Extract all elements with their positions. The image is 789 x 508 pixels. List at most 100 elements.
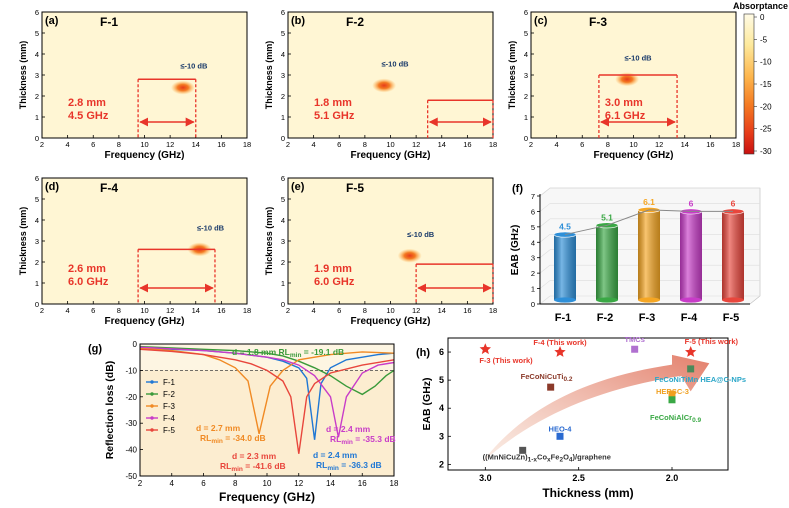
x-tick-label: 2.0 (666, 473, 679, 483)
scatter-point-star (685, 346, 697, 357)
rl-annotation: RLmin = -34.0 dB (200, 433, 266, 445)
x-tick-label: F-1 (555, 312, 572, 324)
y-tick-label: 1 (35, 279, 39, 288)
scatter-point-label: F-4 (This work) (533, 338, 587, 347)
bar-shading (680, 211, 702, 300)
x-tick-label: 2 (138, 479, 143, 488)
x-tick-label: 14 (326, 479, 335, 488)
bandwidth-label: 6.0 GHz (314, 276, 355, 288)
y-tick-label: 0 (281, 300, 285, 309)
bar-base (596, 297, 618, 303)
x-tick-label: F-4 (681, 312, 698, 324)
sample-name: F-3 (589, 15, 607, 29)
contour-threshold-label: ≤-10 dB (625, 53, 653, 62)
y-tick-label: -50 (125, 472, 137, 481)
y-tick-label: 4 (524, 50, 528, 59)
panel-label: (d) (45, 181, 59, 193)
y-tick-label: 3 (439, 431, 444, 441)
y-tick-label: 7 (531, 192, 535, 201)
scatter-point-square (687, 365, 695, 373)
y-tick-label: 2 (281, 92, 285, 101)
heatmap-background (42, 178, 247, 304)
x-tick-label: 12 (166, 140, 174, 149)
y-tick-label: -10 (125, 366, 137, 375)
x-tick-label: 10 (140, 140, 148, 149)
x-axis-label: Frequency (GHz) (104, 316, 184, 327)
rl-series-f-5 (139, 348, 395, 454)
x-tick-label: 14 (438, 140, 446, 149)
legend-label: F-3 (163, 402, 176, 411)
x-tick-label: 4 (170, 479, 175, 488)
x-tick-label: 12 (655, 140, 663, 149)
x-tick-label: 16 (358, 479, 367, 488)
x-tick-label: 14 (681, 140, 689, 149)
bandwidth-label: 5.1 GHz (314, 110, 355, 122)
x-tick-label: 4 (555, 140, 559, 149)
rl-annotation: d = 2.3 mm (232, 451, 277, 461)
y-tick-label: 2 (35, 258, 39, 267)
y-axis-label: Thickness (mm) (507, 41, 517, 110)
matched-thickness-label: 1.8 mm (314, 97, 352, 109)
bar-trend-line (564, 209, 733, 236)
bar-base (722, 297, 744, 303)
contour-threshold-label: ≤-10 dB (197, 224, 225, 233)
bar-base (680, 297, 702, 303)
bar-base (638, 297, 660, 303)
bar-base (554, 297, 576, 303)
contour-threshold-label: ≤-10 dB (407, 230, 435, 239)
x-tick-label: F-2 (597, 312, 614, 324)
colorbar-gradient (743, 13, 755, 155)
x-axis-label: Frequency (GHz) (219, 490, 315, 504)
x-tick-label: 2 (40, 306, 44, 315)
y-tick-label: 4 (531, 238, 535, 247)
y-tick-label: 4 (439, 403, 444, 413)
scatter-point-star (554, 346, 566, 357)
x-tick-label: 8 (606, 140, 610, 149)
sample-name: F-1 (100, 15, 118, 29)
y-tick-label: 3 (524, 71, 528, 80)
scatter-point-label: F-5 (This work) (685, 337, 739, 346)
gridline-side (539, 203, 551, 212)
y-tick-label: 6 (35, 8, 39, 17)
x-tick-label: 10 (263, 479, 272, 488)
scatter-point-square (631, 345, 639, 353)
bandwidth-label: 4.5 GHz (68, 110, 109, 122)
y-tick-label: 2 (439, 459, 444, 469)
y-axis-label: Reflection loss (dB) (104, 361, 116, 460)
x-tick-label: 3.0 (479, 473, 492, 483)
x-tick-label: 4 (66, 140, 70, 149)
y-tick-label: 5 (281, 29, 285, 38)
x-tick-label: 6 (91, 306, 95, 315)
y-axis-label: Thickness (mm) (18, 41, 28, 110)
gridline-side (539, 295, 551, 305)
panel-label: (h) (416, 347, 430, 359)
scatter-point-label: ((MnNiCuZn)1-xCoxFe2O4)/graphene (483, 452, 611, 463)
gridline-side (539, 218, 551, 228)
bar-value-label: 6 (731, 198, 736, 208)
y-tick-label: 6 (524, 8, 528, 17)
scatter-point-square (668, 396, 676, 404)
scatter-point-label: FeCoNiAlCr0.9 (650, 413, 702, 424)
y-tick-label: 4 (35, 50, 39, 59)
rl-annotation: d = 2.7 mm (196, 423, 241, 433)
x-tick-label: 12 (412, 306, 420, 315)
x-tick-label: 2 (286, 140, 290, 149)
x-tick-label: 4 (312, 306, 316, 315)
x-tick-label: 12 (412, 140, 420, 149)
rl-annotation: d = 1.8 mm RLmin = -19.1 dB (232, 347, 344, 359)
bar-value-label: 6.1 (643, 197, 655, 207)
gridline-side (539, 280, 551, 289)
x-tick-label: 6 (580, 140, 584, 149)
y-tick-label: 1 (524, 113, 528, 122)
legend-label: F-1 (163, 378, 176, 387)
heatmap-background (288, 178, 493, 304)
rl-series-f-2 (139, 345, 395, 396)
y-tick-label: 1 (35, 113, 39, 122)
colorbar-tick-label: -30 (760, 147, 772, 156)
x-tick-label: 18 (243, 140, 251, 149)
panel-label: (f) (512, 183, 523, 195)
